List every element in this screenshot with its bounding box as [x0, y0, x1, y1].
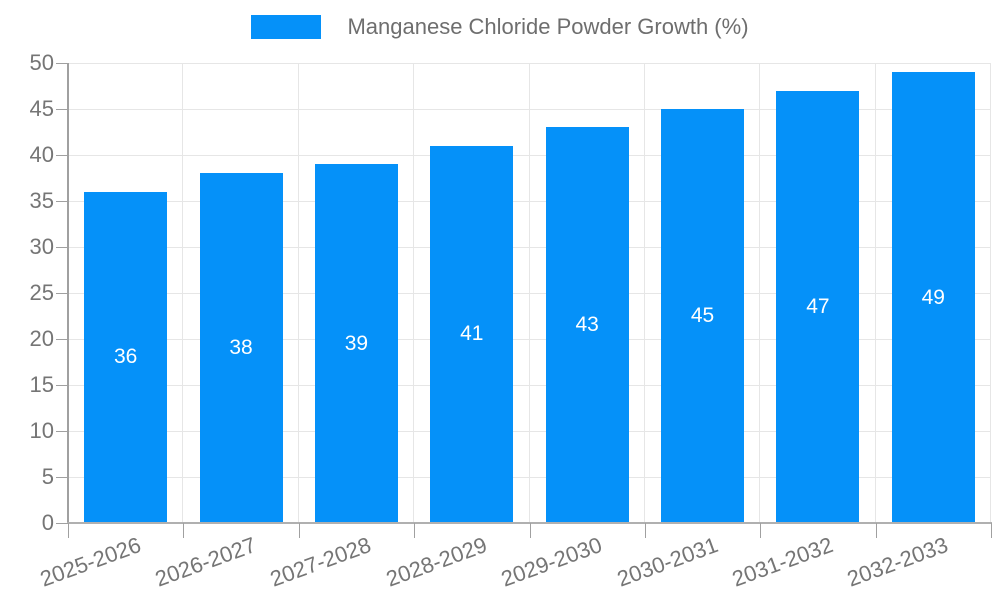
y-axis-tick-label: 35 — [29, 188, 54, 213]
y-axis-tick-label: 50 — [29, 50, 54, 75]
gridline-vertical — [875, 63, 876, 523]
x-axis-tick — [183, 523, 184, 538]
bar[interactable]: 45 — [661, 109, 745, 523]
y-axis-tick-label: 0 — [41, 510, 54, 535]
y-axis-tick — [56, 385, 68, 386]
y-axis-tick-label: 10 — [29, 418, 54, 443]
y-axis-tick-label: 20 — [29, 326, 54, 351]
y-axis-tick — [56, 247, 68, 248]
y-axis-tick — [56, 63, 68, 64]
bar[interactable]: 39 — [314, 164, 398, 523]
y-axis-line — [67, 63, 69, 523]
y-axis-tick — [56, 293, 68, 294]
chart-legend: Manganese Chloride Powder Growth (%) — [0, 14, 1000, 40]
bar-value-label: 36 — [114, 345, 138, 369]
gridline-vertical — [298, 63, 299, 523]
y-axis-tick — [56, 109, 68, 110]
x-axis-tick — [645, 523, 646, 538]
bar[interactable]: 38 — [199, 173, 283, 523]
x-axis-line — [67, 522, 992, 524]
bar[interactable]: 36 — [84, 191, 168, 523]
y-axis-tick-label: 30 — [29, 234, 54, 259]
bar[interactable]: 47 — [776, 90, 860, 523]
gridline-vertical — [990, 63, 991, 523]
plot-area: 36 38 39 41 43 45 47 49 — [68, 63, 991, 523]
x-axis-tick — [991, 523, 992, 538]
bar[interactable]: 43 — [545, 127, 629, 523]
bar-value-label: 47 — [806, 294, 830, 318]
bar-value-label: 39 — [344, 331, 369, 355]
y-axis-tick-label: 15 — [29, 372, 54, 397]
y-axis-tick — [56, 477, 68, 478]
gridline-vertical — [413, 63, 414, 523]
x-axis-tick — [299, 523, 300, 538]
gridline-vertical — [182, 63, 183, 523]
y-axis-tick-label: 5 — [41, 464, 54, 489]
x-axis-tick — [414, 523, 415, 538]
bar-value-label: 49 — [921, 285, 945, 309]
y-axis-tick — [56, 339, 68, 340]
bar[interactable]: 49 — [891, 72, 975, 523]
bar-value-label: 38 — [229, 336, 253, 360]
x-axis-tick — [760, 523, 761, 538]
bar[interactable]: 41 — [430, 145, 514, 523]
y-axis-tick — [56, 431, 68, 432]
bar-value-label: 45 — [690, 304, 715, 327]
x-axis-tick — [876, 523, 877, 538]
y-axis-tick-label: 40 — [29, 142, 54, 167]
y-axis-tick-label: 25 — [29, 280, 54, 305]
y-axis-tick — [56, 155, 68, 156]
x-axis-tick — [68, 523, 69, 538]
y-axis-tick — [56, 523, 68, 524]
gridline-vertical — [644, 63, 645, 523]
y-axis-tick — [56, 201, 68, 202]
gridline-vertical — [529, 63, 530, 523]
gridline-vertical — [759, 63, 760, 523]
x-axis-tick — [530, 523, 531, 538]
bar-value-label: 41 — [460, 322, 484, 346]
legend-item[interactable]: Manganese Chloride Powder Growth (%) — [251, 14, 749, 40]
bar-value-label: 43 — [575, 313, 599, 337]
legend-swatch — [251, 15, 322, 39]
y-axis-tick-label: 45 — [29, 96, 54, 121]
legend-label: Manganese Chloride Powder Growth (%) — [347, 14, 749, 39]
